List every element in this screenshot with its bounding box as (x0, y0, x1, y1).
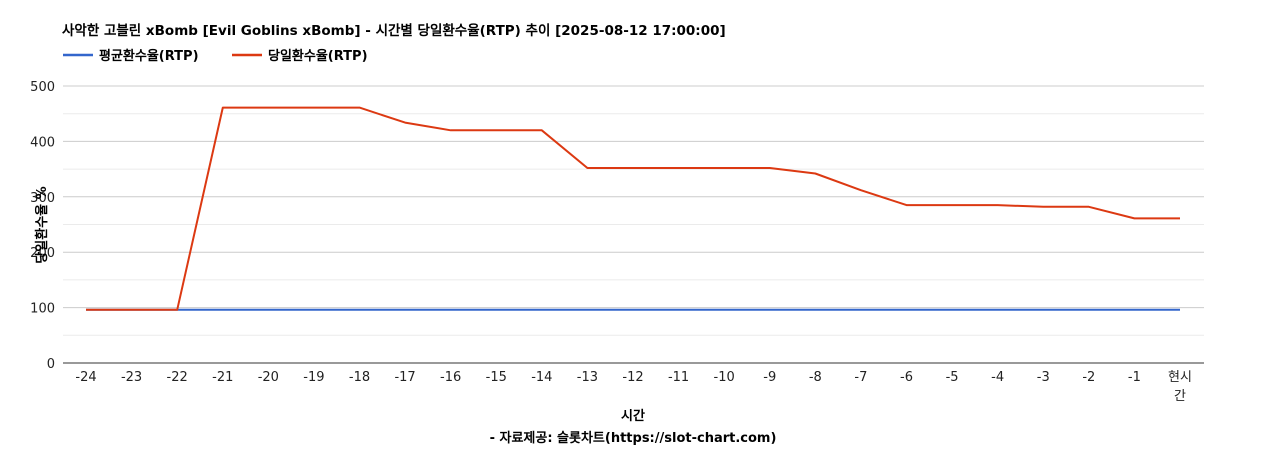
x-tick-label: -23 (121, 370, 142, 385)
legend: 평균환수율(RTP) 당일환수율(RTP) (63, 48, 368, 64)
y-axis-title: 당일환수율 % (34, 186, 50, 263)
x-tick-label: 현시 간 (1168, 370, 1192, 404)
chart-title: 사악한 고블린 xBomb [Evil Goblins xBomb] - 시간별… (62, 22, 726, 39)
source-note: - 자료제공: 슬롯차트(https://slot-chart.com) (490, 430, 777, 446)
x-tick-label: -11 (668, 370, 689, 385)
x-tick-label: -4 (991, 370, 1004, 385)
x-tick-label: -9 (763, 370, 776, 385)
legend-label-average-rtp: 평균환수율(RTP) (99, 48, 199, 64)
legend-label-daily-rtp: 당일환수율(RTP) (268, 48, 368, 64)
y-tick-label: 100 (30, 302, 55, 317)
x-tick-label: -24 (75, 370, 96, 385)
x-tick-label: -21 (212, 370, 233, 385)
series-lines (86, 106, 1180, 311)
x-tick-label: -14 (531, 370, 552, 385)
x-tick-label: -2 (1082, 370, 1095, 385)
x-tick-label: -18 (349, 370, 370, 385)
x-axis-ticks: -24 -23 -22 -21 -20 -19 -18 -17 -16 -15 -14 -13 -12 -… (75, 370, 1192, 404)
y-tick-label: 500 (30, 80, 55, 95)
grid-lines (63, 85, 1204, 336)
x-tick-label: -20 (258, 370, 279, 385)
y-tick-label: 300 (30, 191, 55, 206)
x-axis-title: 시간 (621, 408, 645, 424)
y-tick-label: 0 (47, 357, 55, 372)
x-tick-label: -15 (486, 370, 507, 385)
x-tick-label: -10 (714, 370, 735, 385)
x-tick-label: -19 (303, 370, 324, 385)
x-tick-label: -13 (577, 370, 598, 385)
x-tick-label: -6 (900, 370, 913, 385)
x-tick-label: -17 (394, 370, 415, 385)
x-tick-label: -8 (809, 370, 822, 385)
series-line-daily-rtp (86, 106, 1180, 311)
y-tick-label: 200 (30, 246, 55, 261)
x-tick-label: -7 (854, 370, 867, 385)
x-tick-label: -22 (167, 370, 188, 385)
x-tick-label: -1 (1128, 370, 1141, 385)
x-tick-label: -3 (1037, 370, 1050, 385)
x-tick-label: -16 (440, 370, 461, 385)
x-tick-label: -12 (622, 370, 643, 385)
x-tick-label: -5 (946, 370, 959, 385)
y-tick-label: 400 (30, 135, 55, 150)
y-axis-ticks: 0 100 200 300 400 500 (30, 80, 55, 372)
